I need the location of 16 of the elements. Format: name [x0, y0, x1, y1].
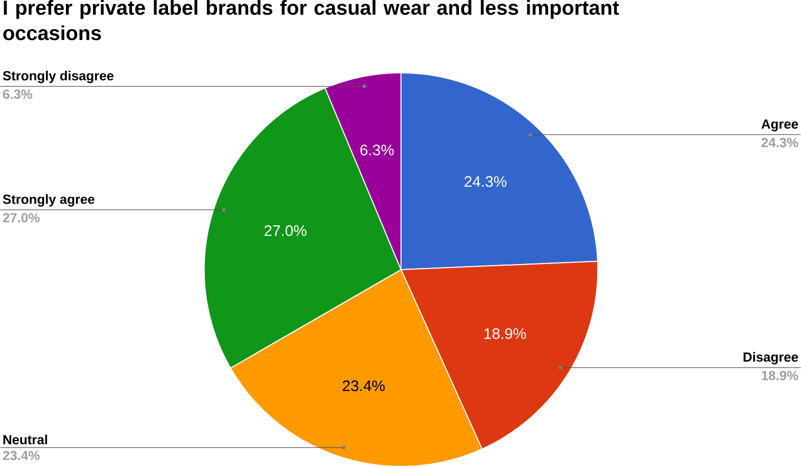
slice-label: Strongly disagree	[2, 70, 114, 84]
slice-label: Agree	[761, 120, 798, 132]
chart-title: I prefer private label brands for casual wear and less important occasions	[3, 0, 619, 40]
data-label: 24.3%	[464, 176, 506, 187]
data-label: 6.3%	[360, 144, 394, 156]
text: 18.9%	[762, 370, 798, 380]
slice-label: Neutral	[3, 434, 48, 444]
text: 24.3%	[762, 138, 798, 148]
slice-label: Disagree	[744, 352, 798, 364]
data-label: 27.0%	[264, 225, 306, 236]
data-label: 18.9%	[484, 328, 526, 340]
slice-label: Strongly agree	[2, 194, 94, 207]
text: 6.3%	[3, 90, 32, 99]
text: 23.4%	[3, 450, 40, 460]
data-label: 23.4%	[342, 380, 385, 392]
text: 27.0%	[3, 213, 40, 222]
